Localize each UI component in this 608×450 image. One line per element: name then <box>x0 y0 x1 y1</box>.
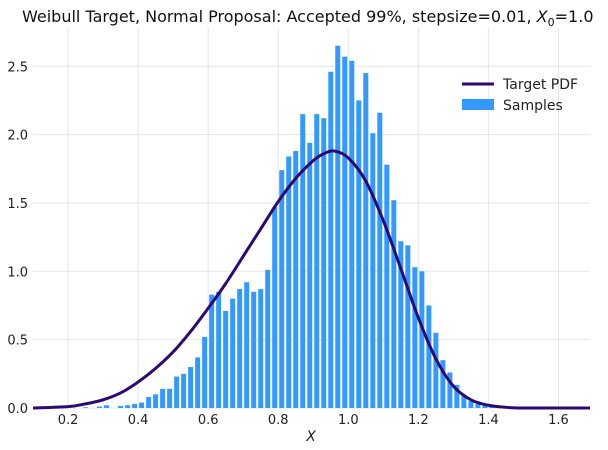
histogram-bar <box>181 373 187 408</box>
histogram-bar <box>314 114 320 408</box>
histogram-bar <box>342 56 348 408</box>
histogram-bar <box>468 401 474 408</box>
histogram-bar <box>153 394 159 408</box>
histogram-bar <box>412 267 418 408</box>
chart-title-sub: 0 <box>548 16 555 29</box>
histogram-bar <box>293 151 299 408</box>
chart-title-var: X <box>536 7 549 26</box>
histogram-bar <box>202 336 208 408</box>
legend: Target PDF Samples <box>462 77 578 114</box>
histogram-bar <box>97 406 103 408</box>
y-tick-label: 1.5 <box>7 197 28 212</box>
x-tick-label: 0.4 <box>128 413 149 428</box>
histogram-bar <box>160 388 166 408</box>
grid <box>33 28 590 409</box>
histogram-bar <box>195 357 201 408</box>
x-tick-label: 0.2 <box>58 413 79 428</box>
histogram-bar <box>405 245 411 408</box>
histogram-bar <box>349 60 355 408</box>
histogram-bar <box>363 73 369 408</box>
y-tick-label: 2.5 <box>7 60 28 75</box>
histogram-bar <box>286 156 292 408</box>
histogram-bar <box>132 403 138 408</box>
chart-title-main: Weibull Target, Normal Proposal: Accepte… <box>22 7 537 26</box>
chart-title: Weibull Target, Normal Proposal: Accepte… <box>22 7 594 29</box>
histogram-bar <box>174 376 180 408</box>
y-tick-label: 2.0 <box>7 129 28 144</box>
histogram-bar <box>83 407 89 408</box>
x-tick-label: 1.0 <box>338 413 359 428</box>
legend-label-target-pdf: Target PDF <box>502 77 578 93</box>
histogram-bar <box>377 112 383 408</box>
target-pdf-curve <box>32 149 590 410</box>
histogram-bar <box>125 405 131 408</box>
histogram-bar <box>223 310 229 408</box>
target-pdf-line <box>32 149 590 410</box>
histogram-bar <box>279 170 285 408</box>
chart-title-tail: =1.0 <box>555 7 594 26</box>
x-axis-label: X <box>305 429 316 445</box>
histogram-bar <box>139 402 145 408</box>
histogram-bar <box>104 405 110 408</box>
histogram-bar <box>251 291 257 408</box>
histogram-bar <box>244 282 250 408</box>
histogram-bar <box>209 294 215 408</box>
histogram-bar <box>419 271 425 408</box>
histogram-bar <box>461 395 467 408</box>
histogram-bar <box>398 241 404 408</box>
histogram-bar <box>426 305 432 408</box>
histogram-bar <box>272 207 278 408</box>
y-tick-label: 0.5 <box>7 334 28 349</box>
y-tick-label: 1.0 <box>7 265 28 280</box>
histogram-bar <box>237 289 243 408</box>
histogram-bar <box>440 360 446 408</box>
histogram-bar <box>433 332 439 408</box>
histogram-bar <box>475 403 481 408</box>
histogram-bar <box>265 269 271 408</box>
x-tick-labels: 0.2 0.4 0.6 0.8 1.0 1.2 1.4 1.6 <box>58 413 569 428</box>
x-tick-label: 1.4 <box>478 413 499 428</box>
histogram-bar <box>328 71 334 409</box>
histogram-bar <box>321 118 327 409</box>
histogram-bar <box>391 200 397 408</box>
histogram-bar <box>230 298 236 408</box>
legend-bar-swatch <box>462 99 494 110</box>
y-tick-labels: 0.0 0.5 1.0 1.5 2.0 2.5 <box>7 60 28 417</box>
histogram-bars <box>83 45 509 409</box>
histogram-bar <box>188 366 194 408</box>
histogram-bar <box>258 289 264 408</box>
histogram-bar <box>118 405 124 408</box>
histogram-bar <box>454 384 460 408</box>
histogram-bar <box>384 164 390 408</box>
x-tick-label: 0.6 <box>198 413 219 428</box>
histogram-bar <box>356 100 362 408</box>
x-tick-label: 0.8 <box>268 413 289 428</box>
histogram-bar <box>370 133 376 408</box>
legend-label-samples: Samples <box>503 98 563 114</box>
histogram-bar <box>335 45 341 409</box>
y-tick-label: 0.0 <box>7 402 28 417</box>
histogram-bar <box>146 397 152 408</box>
histogram-bar <box>300 114 306 408</box>
histogram-bar <box>216 291 222 408</box>
histogram-bar <box>447 372 453 408</box>
histogram-bar <box>167 388 173 408</box>
x-tick-label: 1.2 <box>408 413 429 428</box>
histogram-bar <box>307 142 313 409</box>
x-tick-label: 1.6 <box>548 413 569 428</box>
